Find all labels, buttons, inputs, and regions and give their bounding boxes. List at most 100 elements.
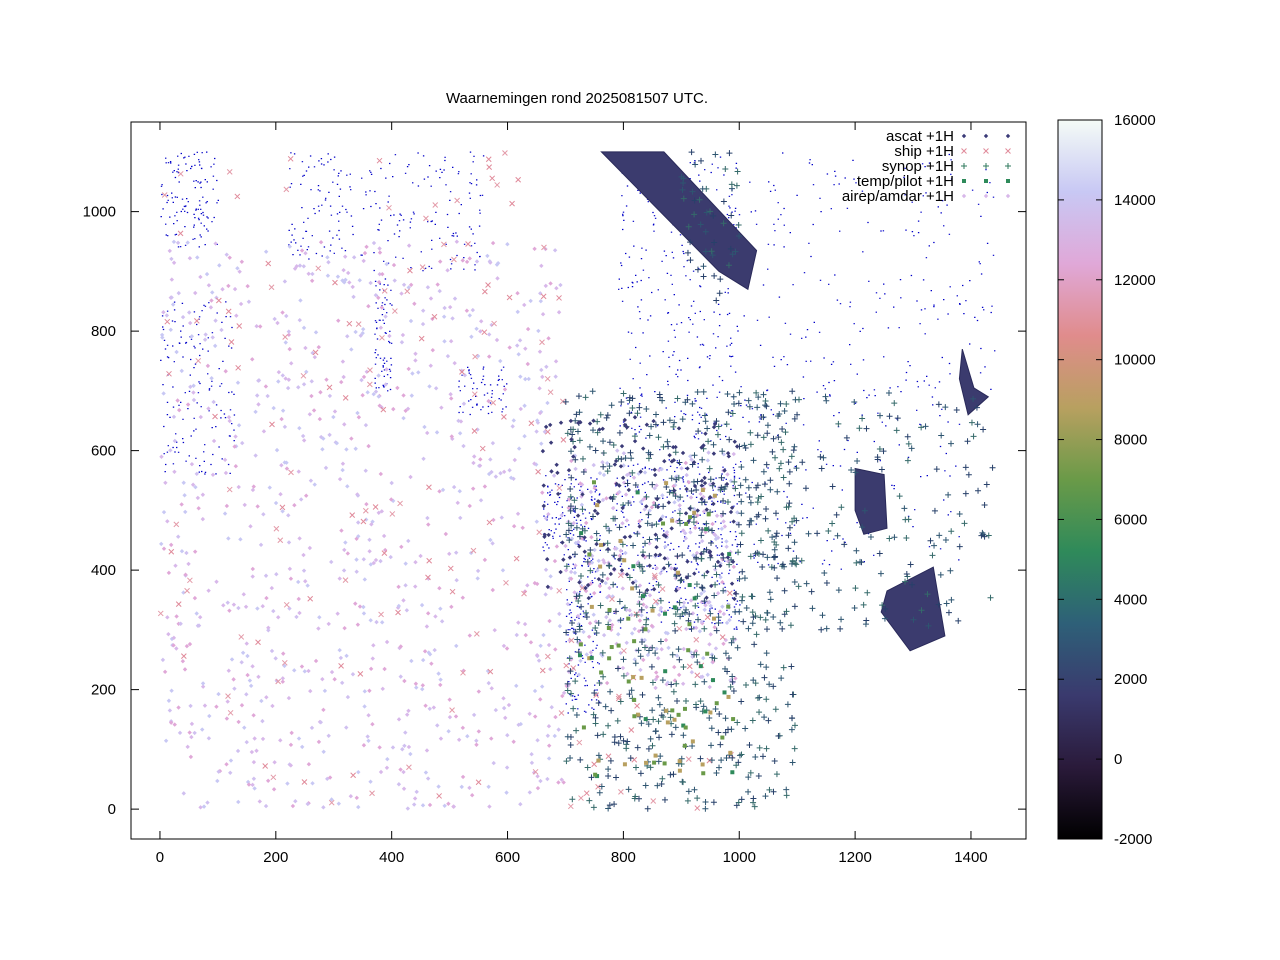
data-point: [502, 387, 508, 392]
data-point: [610, 581, 617, 588]
data-point: [420, 321, 426, 327]
data-point: [798, 557, 805, 564]
data-point: [653, 685, 658, 691]
data-point: [250, 357, 255, 362]
data-point: [829, 520, 836, 527]
data-point: [452, 360, 457, 366]
data-point: [713, 571, 720, 578]
data-point: [632, 481, 639, 488]
data-point: [294, 614, 299, 620]
data-point: [342, 422, 347, 427]
legend-label: airep/amdar +1H: [842, 188, 954, 205]
data-point: [659, 677, 666, 684]
data-point: [707, 476, 714, 483]
data-point: [642, 621, 649, 628]
data-point: [579, 490, 585, 495]
data-point: [231, 677, 236, 682]
data-point: [647, 735, 654, 742]
data-point: [326, 384, 333, 391]
data-point: [680, 664, 687, 671]
data-point: [171, 643, 176, 648]
data-point: [670, 708, 675, 713]
data-point: [200, 727, 205, 732]
data-point: [631, 433, 638, 440]
data-point: [540, 312, 546, 317]
data-point: [701, 412, 708, 419]
data-point: [280, 676, 286, 681]
data-point: [774, 575, 781, 582]
data-point: [546, 336, 551, 341]
data-point: [834, 532, 841, 539]
data-point: [578, 642, 583, 647]
data-point: [778, 675, 785, 682]
data-point: [543, 424, 549, 430]
data-point: [747, 769, 754, 776]
data-point: [301, 779, 308, 785]
data-point: [962, 490, 969, 497]
data-point: [166, 370, 172, 377]
data-point: [177, 730, 183, 736]
data-point: [749, 717, 756, 724]
data-point: [867, 533, 874, 540]
data-point: [596, 576, 602, 582]
data-point: [332, 677, 337, 682]
data-point: [684, 486, 689, 492]
data-point: [718, 575, 723, 580]
data-point: [516, 446, 522, 451]
data-point: [493, 474, 499, 479]
data-point: [439, 619, 445, 624]
data-point: [529, 752, 534, 757]
data-point: [706, 714, 713, 721]
data-point: [200, 681, 206, 686]
data-point: [632, 639, 637, 644]
data-point: [615, 491, 621, 496]
data-point: [774, 488, 781, 495]
data-point: [511, 739, 516, 744]
data-point: [734, 719, 741, 726]
data-point: [658, 517, 663, 522]
data-point: [523, 376, 528, 382]
data-point: [835, 587, 842, 594]
data-point: [620, 656, 627, 663]
data-point: [258, 542, 264, 548]
data-point: [376, 295, 381, 300]
legend-marker: [1005, 163, 1011, 169]
data-point: [619, 541, 626, 548]
data-point: [546, 511, 551, 517]
data-point: [214, 579, 219, 584]
data-point: [727, 552, 732, 557]
data-point: [707, 482, 713, 487]
data-point: [168, 548, 175, 555]
data-point: [436, 671, 441, 676]
data-point: [904, 433, 911, 440]
data-point: [682, 706, 687, 711]
data-point: [708, 553, 714, 559]
data-point: [215, 778, 220, 784]
data-point: [553, 374, 558, 379]
data-point: [735, 549, 742, 556]
data-point: [638, 720, 645, 727]
data-point: [823, 579, 830, 586]
data-point: [454, 643, 459, 649]
data-point: [193, 484, 198, 490]
data-point: [708, 632, 713, 637]
data-point: [659, 397, 666, 404]
data-point: [381, 550, 388, 556]
data-point: [711, 451, 717, 456]
data-point: [491, 760, 496, 766]
data-point: [592, 447, 599, 454]
data-point: [699, 619, 704, 625]
data-point: [159, 541, 164, 547]
data-point: [309, 278, 315, 283]
data-point: [360, 326, 366, 332]
data-point: [764, 430, 771, 437]
data-point: [171, 635, 177, 641]
data-point: [978, 532, 985, 539]
data-point: [413, 560, 418, 565]
data-point: [222, 511, 228, 516]
data-point: [904, 457, 911, 464]
data-point: [710, 441, 717, 448]
data-point: [288, 763, 294, 768]
data-point: [681, 723, 686, 728]
data-point: [700, 263, 707, 270]
